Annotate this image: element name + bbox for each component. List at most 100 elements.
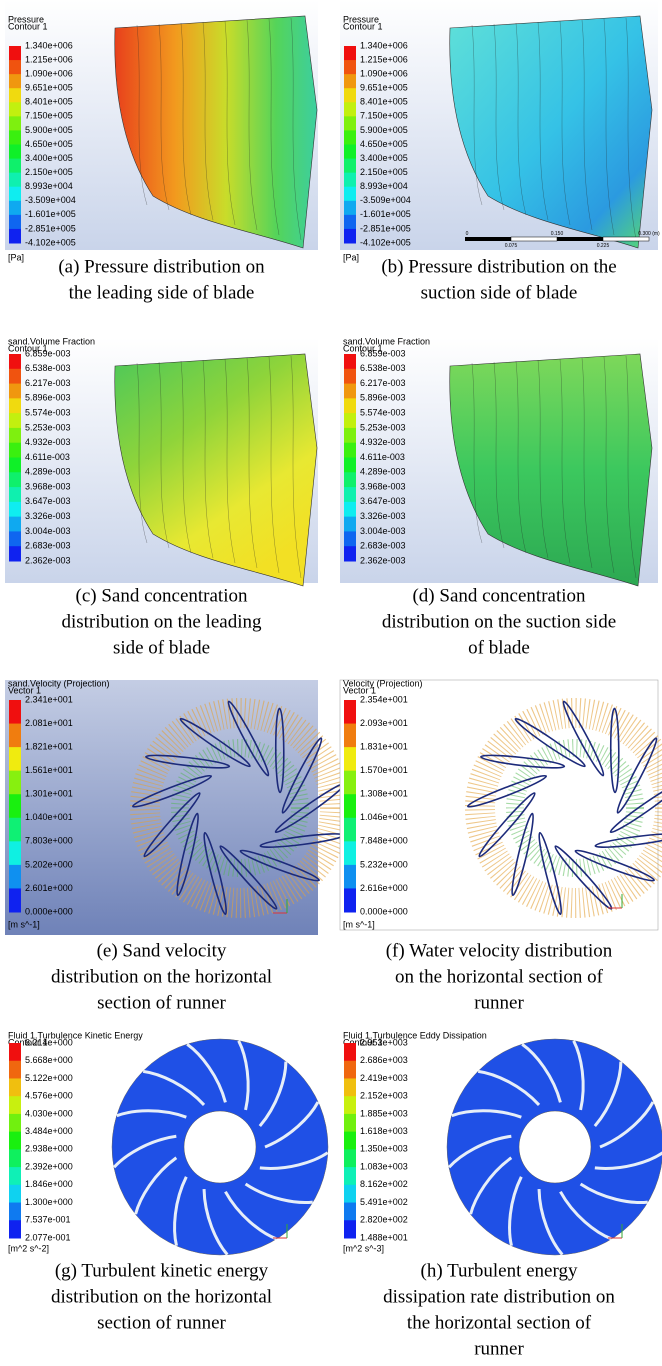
legend-value: 3.968e-003: [25, 481, 71, 491]
scale-label: 0.225: [597, 243, 610, 249]
legend-swatch: [344, 1220, 356, 1239]
legend-swatch: [9, 700, 21, 725]
caption-line: side of blade: [113, 637, 210, 658]
legend-swatch: [9, 472, 21, 488]
legend-value: 5.574e-003: [25, 408, 71, 418]
runner-blade: [469, 1156, 513, 1215]
contour-line: [471, 24, 483, 206]
runner-blade: [244, 1182, 313, 1204]
legend-value: 9.651e+005: [25, 83, 73, 93]
contour-line: [603, 356, 615, 574]
legend-title: sand.Volume Fraction: [343, 336, 430, 346]
legend-swatch: [344, 130, 356, 145]
legend-value: 1.350e+003: [360, 1144, 408, 1154]
legend-value: 4.611e-003: [360, 452, 405, 462]
legend-swatch: [9, 1220, 21, 1239]
legend-value: 3.326e-003: [25, 511, 71, 521]
legend-value: 6.217e-003: [25, 378, 71, 388]
legend-value: 1.308e+001: [360, 789, 408, 799]
legend-swatch: [9, 1078, 21, 1097]
caption-line: (g) Turbulent kinetic energy: [55, 1260, 269, 1281]
legend-value: 2.152e+003: [360, 1091, 408, 1101]
caption-line: section of runner: [97, 992, 226, 1013]
legend-value: 5.202e+000: [25, 859, 73, 869]
legend-subtitle: Contour 1: [8, 21, 48, 31]
legend-swatch: [344, 864, 356, 889]
legend-value: 7.150e+005: [360, 111, 408, 121]
caption-line: the horizontal section of: [407, 1312, 592, 1333]
legend-swatch: [344, 228, 356, 244]
blade-contour: [449, 15, 653, 249]
runner-blade: [142, 1069, 206, 1106]
legend-swatch: [9, 214, 21, 230]
legend-swatch: [9, 457, 21, 473]
legend-swatch: [9, 487, 21, 503]
runner-blade: [511, 812, 534, 897]
legend-value: -4.102e+005: [360, 237, 411, 247]
legend-value: 2.601e+000: [25, 883, 73, 893]
contour-line: [603, 18, 615, 236]
legend-value: 5.896e-003: [25, 393, 71, 403]
legend-swatch: [344, 1078, 356, 1097]
legend-unit: [m^2 s^-2]: [8, 1243, 49, 1253]
legend-swatch: [344, 398, 356, 414]
contour-line: [537, 21, 549, 221]
legend-swatch: [9, 442, 21, 458]
contour-line: [625, 355, 637, 579]
legend-swatch: [9, 1060, 21, 1079]
legend-swatch: [9, 1184, 21, 1204]
legend-swatch: [9, 888, 21, 913]
legend-value: 1.488e+001: [360, 1232, 408, 1242]
legend-value: 1.821e+001: [25, 741, 73, 751]
contour-line: [268, 356, 280, 574]
legend-value: 1.040e+001: [25, 812, 73, 822]
legend-value: -1.601e+005: [25, 209, 76, 219]
legend-swatch: [9, 186, 21, 202]
runner-blade: [447, 1134, 512, 1169]
contour-line: [136, 362, 148, 544]
legend-value: 9.651e+005: [360, 83, 408, 93]
legend-value: 2.362e-003: [25, 555, 71, 565]
legend-subtitle: Vector 1: [343, 685, 376, 695]
legend-value: 1.300e+000: [25, 1197, 73, 1207]
legend-swatch: [9, 1043, 21, 1062]
legend-value: 7.150e+005: [25, 111, 73, 121]
legend-swatch: [344, 186, 356, 202]
runner-blade: [143, 792, 201, 858]
runner-blade: [521, 1043, 562, 1103]
legend-swatch: [344, 723, 356, 748]
legend-subtitle: Contour 1: [8, 343, 48, 353]
legend-swatch: [344, 158, 356, 174]
contour-line: [537, 359, 549, 559]
legend-swatch: [344, 116, 356, 131]
runner-blade: [237, 1040, 250, 1111]
contour-line: [581, 357, 593, 569]
legend-value: 2.683e-003: [360, 541, 406, 551]
legend-swatch: [9, 130, 21, 145]
legend-value: 6.214e+000: [25, 1037, 73, 1047]
legend-subtitle: Contour 1: [343, 343, 383, 353]
legend-swatch: [344, 74, 356, 89]
contour-line: [180, 22, 192, 216]
legend-swatch: [344, 383, 356, 399]
runner-blade: [202, 1189, 229, 1256]
legend-swatch: [344, 1167, 356, 1186]
legend-swatch: [344, 1202, 356, 1221]
contour-line: [158, 361, 170, 549]
legend-swatch: [9, 88, 21, 103]
contour-line: [224, 358, 236, 564]
caption-line: runner: [474, 992, 524, 1013]
legend-value: 2.354e+001: [360, 694, 408, 704]
legend-value: 6.538e-003: [360, 363, 406, 373]
legend-swatch: [344, 1113, 356, 1133]
scale-label: 0.075: [505, 243, 518, 249]
legend-swatch: [344, 200, 356, 216]
runner-blade: [179, 717, 251, 768]
legend-swatch: [9, 102, 21, 117]
legend-swatch: [344, 214, 356, 230]
legend-swatch: [344, 60, 356, 75]
legend-swatch: [344, 841, 356, 866]
legend-value: 3.647e-003: [360, 496, 406, 506]
